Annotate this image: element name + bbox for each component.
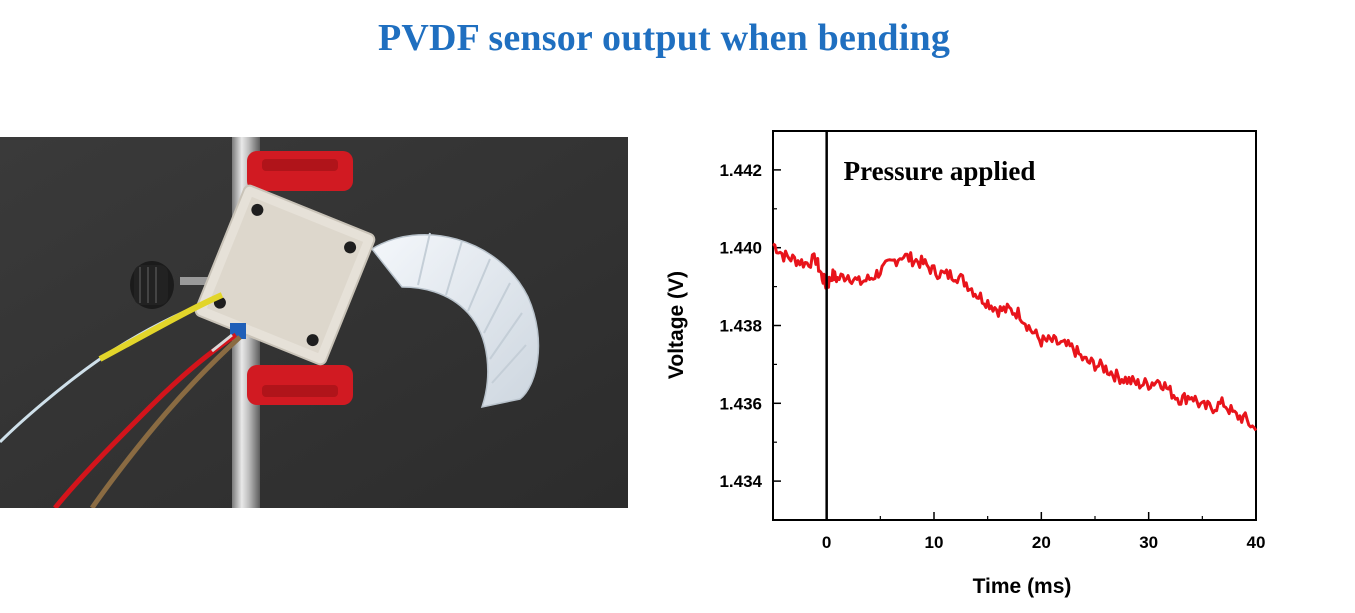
x-tick-label: 20 [1032,533,1051,552]
silicone-finger [370,234,540,409]
slide-title: PVDF sensor output when bending [377,17,951,59]
y-axis-title: Voltage (V) [665,271,688,379]
pressure-applied-annotation: Pressure applied [844,156,1036,186]
y-tick-label: 1.434 [719,472,762,491]
y-tick-label: 1.440 [719,239,762,258]
sensor-housing [194,184,376,366]
voltage-series-line [772,242,1258,432]
x-tick-label: 30 [1139,533,1158,552]
x-tick-label: 10 [925,533,944,552]
brown-wire [89,335,242,508]
red-wire [53,332,238,508]
x-tick-label: 40 [1247,533,1266,552]
y-tick-label: 1.436 [719,394,762,413]
y-tick-label: 1.438 [719,317,762,336]
voltage-chart: 0 10 20 30 40 1.434 1.436 1.438 1.440 1.442 Press… [665,130,1266,598]
x-tick-label: 0 [822,533,831,552]
plot-frame [772,130,1257,521]
yellow-wire [98,292,224,362]
knob [130,261,210,309]
y-tick-label: 1.442 [719,161,762,180]
sensor-photo [0,137,628,508]
x-axis-title: Time (ms) [973,575,1072,598]
